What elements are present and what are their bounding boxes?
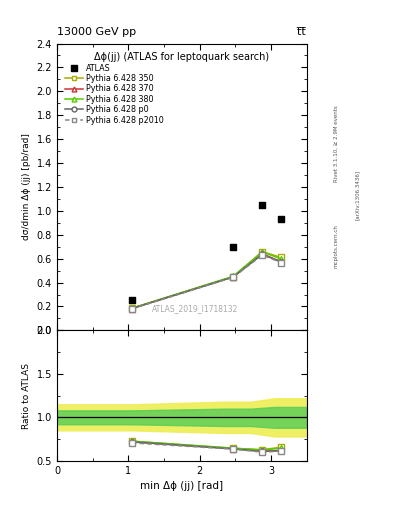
Text: 13000 GeV pp: 13000 GeV pp — [57, 27, 136, 37]
Text: t̅t̅: t̅t̅ — [298, 27, 307, 37]
Text: Δϕ(jj) (ATLAS for leptoquark search): Δϕ(jj) (ATLAS for leptoquark search) — [94, 52, 269, 62]
Point — [129, 296, 135, 304]
Text: Rivet 3.1.10, ≥ 2.9M events: Rivet 3.1.10, ≥ 2.9M events — [334, 105, 338, 182]
Legend: ATLAS, Pythia 6.428 350, Pythia 6.428 370, Pythia 6.428 380, Pythia 6.428 p0, Py: ATLAS, Pythia 6.428 350, Pythia 6.428 37… — [64, 62, 165, 126]
Point — [278, 215, 284, 223]
Point — [230, 243, 236, 251]
Text: ATLAS_2019_I1718132: ATLAS_2019_I1718132 — [152, 304, 238, 313]
Y-axis label: dσ/dmin Δϕ (jj) [pb/rad]: dσ/dmin Δϕ (jj) [pb/rad] — [22, 134, 31, 241]
Text: mcplots.cern.ch: mcplots.cern.ch — [334, 224, 338, 268]
X-axis label: min Δϕ (jj) [rad]: min Δϕ (jj) [rad] — [140, 481, 223, 491]
Point — [259, 201, 266, 209]
Text: [arXiv:1306.3436]: [arXiv:1306.3436] — [355, 169, 360, 220]
Y-axis label: Ratio to ATLAS: Ratio to ATLAS — [22, 362, 31, 429]
